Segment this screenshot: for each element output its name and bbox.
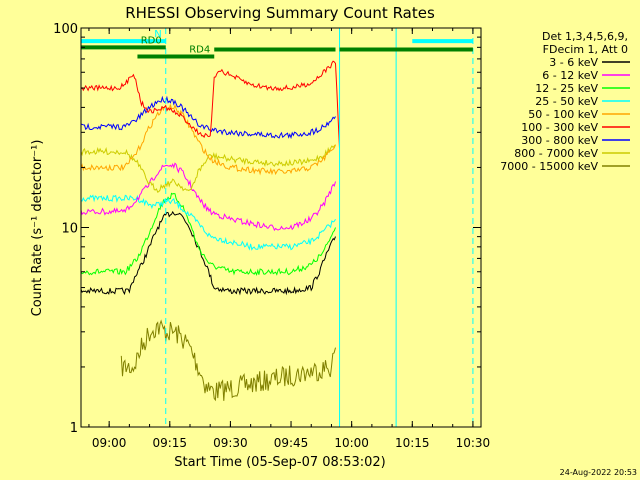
legend: Det 1,3,4,5,6,9,FDecim 1, Att 03 - 6 keV… [500,30,630,173]
series-line-25-50-kev [81,194,336,251]
legend-label-7000-15000-kev: 7000 - 15000 keV [500,160,598,173]
legend-label-300-800-kev: 300 - 800 keV [521,134,598,147]
series-line-300-800-kev [81,95,336,140]
chart-title: RHESSI Observing Summary Count Rates [125,4,435,22]
annotation-label-rd4: RD4 [189,44,210,55]
legend-header-line: Det 1,3,4,5,6,9, [542,30,628,43]
x-tick-label: 09:30 [213,436,248,450]
legend-label-3-6-kev: 3 - 6 keV [549,56,598,69]
x-tick-label: 09:15 [152,436,187,450]
tick-layer: 09:00 09:15 09:30 09:45 10:00 10:15 10:30 1 10 10… [53,22,490,450]
series-line-6-12-kev [81,162,336,232]
legend-label-100-300-kev: 100 - 300 keV [521,121,598,134]
series-line-800-7000-kev [81,144,336,193]
x-tick-label: 09:00 [92,436,127,450]
series-line-100-300-kev [81,60,340,149]
x-axis-label: Start Time (05-Sep-07 08:53:02) [174,455,385,470]
annotation-label-n: N [154,29,161,40]
series-line-7000-15000-kev [120,319,336,402]
series-line-50-100-kev [81,103,336,176]
legend-label-800-7000-kev: 800 - 7000 keV [514,147,598,160]
y-tick-label: 10 [61,222,78,237]
annotation-label-rd0: RD0 [141,35,162,46]
y-axis-label: Count Rate (s⁻¹ detector⁻¹) [30,140,45,317]
x-tick-label: 09:45 [274,436,309,450]
series-line-12-25-kev [81,192,336,276]
legend-label-50-100-kev: 50 - 100 keV [528,108,598,121]
x-tick-label: 10:15 [395,436,430,450]
y-tick-label: 1 [70,421,78,436]
series-layer [81,60,340,402]
legend-label-12-25-kev: 12 - 25 keV [535,82,598,95]
legend-header-line: FDecim 1, Att 0 [543,43,628,56]
series-line-3-6-kev [81,210,336,296]
x-tick-label: 10:00 [334,436,369,450]
legend-label-6-12-kev: 6 - 12 keV [542,69,598,82]
y-tick-label: 100 [53,22,78,37]
legend-label-25-50-kev: 25 - 50 keV [535,95,598,108]
footer-date: 24-Aug-2022 20:53 [560,468,637,477]
x-tick-label: 10:30 [456,436,491,450]
